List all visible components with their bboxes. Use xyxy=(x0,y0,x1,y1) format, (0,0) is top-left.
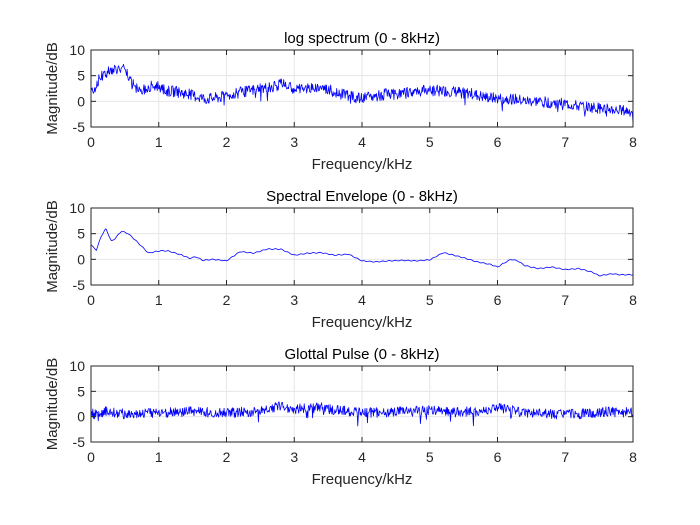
y-axis-label: Magnitude/dB xyxy=(44,200,61,293)
x-tick-label: 3 xyxy=(290,134,298,150)
y-tick-label: 0 xyxy=(77,93,85,109)
y-tick-label: 10 xyxy=(69,200,85,216)
x-tick-label: 3 xyxy=(290,449,298,465)
x-tick-label: 8 xyxy=(629,134,637,150)
y-tick-label: -5 xyxy=(73,277,86,293)
x-tick-label: 1 xyxy=(155,292,163,308)
x-axis-label: Frequency/kHz xyxy=(312,471,413,488)
x-tick-label: 2 xyxy=(223,292,231,308)
chart-title: log spectrum (0 - 8kHz) xyxy=(284,30,440,47)
y-tick-label: 10 xyxy=(69,358,85,374)
x-tick-label: 4 xyxy=(358,134,366,150)
x-tick-label: 5 xyxy=(426,449,434,465)
chart-title: Spectral Envelope (0 - 8kHz) xyxy=(266,188,458,205)
chart-title: Glottal Pulse (0 - 8kHz) xyxy=(284,346,439,363)
x-tick-label: 0 xyxy=(87,449,95,465)
x-tick-label: 5 xyxy=(426,292,434,308)
x-tick-label: 8 xyxy=(629,292,637,308)
x-tick-label: 8 xyxy=(629,449,637,465)
x-tick-label: 6 xyxy=(494,134,502,150)
x-tick-label: 6 xyxy=(494,292,502,308)
x-tick-label: 4 xyxy=(358,449,366,465)
x-tick-label: 1 xyxy=(155,449,163,465)
y-axis-label: Magnitude/dB xyxy=(44,358,61,451)
x-axis-label: Frequency/kHz xyxy=(312,314,413,331)
y-tick-label: 5 xyxy=(77,68,85,84)
x-tick-label: 7 xyxy=(561,449,569,465)
series-line xyxy=(90,63,634,124)
x-axis-label: Frequency/kHz xyxy=(312,156,413,173)
x-tick-label: 2 xyxy=(223,134,231,150)
y-tick-label: 5 xyxy=(77,226,85,242)
x-tick-label: 6 xyxy=(494,449,502,465)
x-tick-label: 7 xyxy=(561,292,569,308)
x-tick-label: 7 xyxy=(561,134,569,150)
y-tick-label: 10 xyxy=(69,42,85,58)
y-axis-label: Magnitude/dB xyxy=(44,42,61,135)
y-tick-label: 5 xyxy=(77,383,85,399)
x-tick-label: 0 xyxy=(87,134,95,150)
y-tick-label: -5 xyxy=(73,434,86,450)
x-tick-label: 0 xyxy=(87,292,95,308)
y-tick-label: 0 xyxy=(77,409,85,425)
y-tick-label: 0 xyxy=(77,251,85,267)
x-tick-label: 2 xyxy=(223,449,231,465)
series-line xyxy=(90,228,634,277)
x-tick-label: 5 xyxy=(426,134,434,150)
x-tick-label: 1 xyxy=(155,134,163,150)
x-tick-label: 4 xyxy=(358,292,366,308)
y-tick-label: -5 xyxy=(73,119,86,135)
series-line xyxy=(90,401,634,427)
x-tick-label: 3 xyxy=(290,292,298,308)
